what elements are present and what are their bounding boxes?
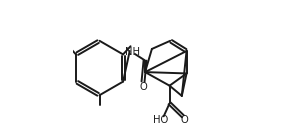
Text: HO: HO (153, 115, 168, 125)
Text: O: O (139, 82, 147, 92)
Text: O: O (181, 115, 188, 125)
Text: NH: NH (125, 47, 140, 57)
